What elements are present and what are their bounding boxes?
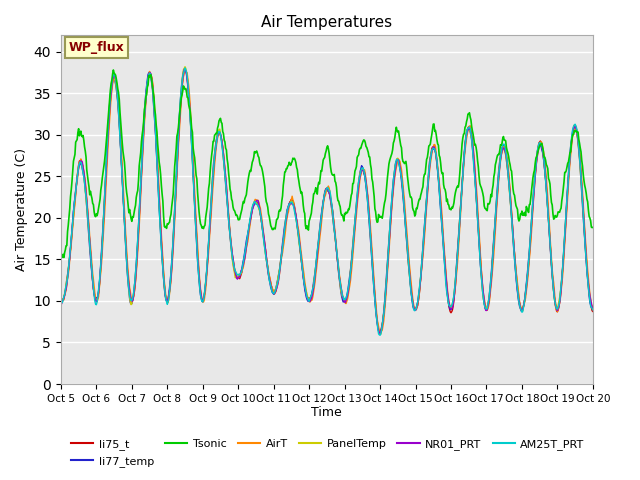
- Tsonic: [109, 67, 117, 73]
- PanelTemp: [319, 201, 327, 207]
- li75_t: [319, 200, 327, 205]
- AirT: [424, 184, 432, 190]
- PanelTemp: [174, 151, 182, 157]
- li77_temp: [541, 176, 549, 181]
- NR01_PRT: [376, 330, 384, 336]
- NR01_PRT: [319, 200, 327, 206]
- li77_temp: [197, 296, 205, 301]
- Line: Tsonic: Tsonic: [61, 70, 593, 257]
- Line: li75_t: li75_t: [61, 71, 593, 333]
- li77_temp: [57, 297, 65, 302]
- li75_t: [424, 179, 432, 185]
- PanelTemp: [424, 177, 432, 183]
- li75_t: [197, 294, 205, 300]
- Line: AirT: AirT: [61, 69, 593, 334]
- li77_temp: [424, 176, 432, 181]
- Tsonic: [320, 156, 328, 161]
- Title: Air Temperatures: Air Temperatures: [261, 15, 392, 30]
- NR01_PRT: [589, 305, 596, 311]
- Line: li77_temp: li77_temp: [61, 69, 593, 334]
- AM25T_PRT: [371, 297, 379, 303]
- AirT: [371, 289, 379, 295]
- AirT: [376, 331, 384, 337]
- PanelTemp: [181, 64, 189, 70]
- li75_t: [174, 152, 182, 158]
- AirT: [319, 204, 327, 209]
- NR01_PRT: [180, 66, 188, 72]
- NR01_PRT: [197, 293, 205, 299]
- Tsonic: [372, 209, 380, 215]
- X-axis label: Time: Time: [312, 407, 342, 420]
- AM25T_PRT: [319, 200, 327, 205]
- AM25T_PRT: [376, 332, 384, 338]
- PanelTemp: [377, 331, 385, 337]
- AirT: [57, 299, 65, 304]
- Tsonic: [198, 225, 206, 231]
- Tsonic: [424, 149, 432, 155]
- Tsonic: [60, 254, 68, 260]
- PanelTemp: [371, 294, 379, 300]
- PanelTemp: [589, 303, 596, 309]
- PanelTemp: [541, 174, 549, 180]
- AM25T_PRT: [589, 307, 596, 312]
- Line: NR01_PRT: NR01_PRT: [61, 69, 593, 333]
- Line: AM25T_PRT: AM25T_PRT: [61, 68, 593, 335]
- AM25T_PRT: [174, 147, 182, 153]
- li75_t: [376, 330, 384, 336]
- li77_temp: [181, 66, 189, 72]
- AirT: [174, 159, 182, 165]
- Tsonic: [589, 225, 596, 230]
- NR01_PRT: [541, 172, 549, 178]
- Tsonic: [57, 254, 65, 260]
- li77_temp: [319, 199, 327, 205]
- AM25T_PRT: [424, 180, 432, 185]
- li77_temp: [376, 331, 384, 336]
- li75_t: [371, 294, 379, 300]
- AM25T_PRT: [57, 300, 65, 305]
- AirT: [541, 166, 549, 171]
- li75_t: [589, 309, 596, 314]
- AirT: [197, 292, 205, 298]
- AM25T_PRT: [541, 176, 549, 182]
- li77_temp: [371, 297, 379, 303]
- Legend: li75_t, li77_temp, Tsonic, AirT, PanelTemp, NR01_PRT, AM25T_PRT: li75_t, li77_temp, Tsonic, AirT, PanelTe…: [67, 435, 589, 471]
- li75_t: [57, 297, 65, 302]
- li75_t: [181, 68, 189, 73]
- AirT: [181, 66, 189, 72]
- PanelTemp: [57, 300, 65, 305]
- NR01_PRT: [424, 181, 432, 187]
- AM25T_PRT: [181, 65, 189, 71]
- Tsonic: [541, 157, 549, 163]
- NR01_PRT: [57, 300, 65, 306]
- li77_temp: [589, 304, 596, 310]
- Line: PanelTemp: PanelTemp: [61, 67, 593, 334]
- li77_temp: [174, 144, 182, 150]
- NR01_PRT: [371, 295, 379, 301]
- AM25T_PRT: [197, 297, 205, 302]
- NR01_PRT: [174, 152, 182, 157]
- Text: WP_flux: WP_flux: [69, 41, 125, 54]
- AirT: [589, 306, 596, 312]
- Tsonic: [175, 116, 183, 122]
- li75_t: [541, 176, 549, 181]
- Y-axis label: Air Temperature (C): Air Temperature (C): [15, 148, 28, 271]
- PanelTemp: [197, 296, 205, 301]
